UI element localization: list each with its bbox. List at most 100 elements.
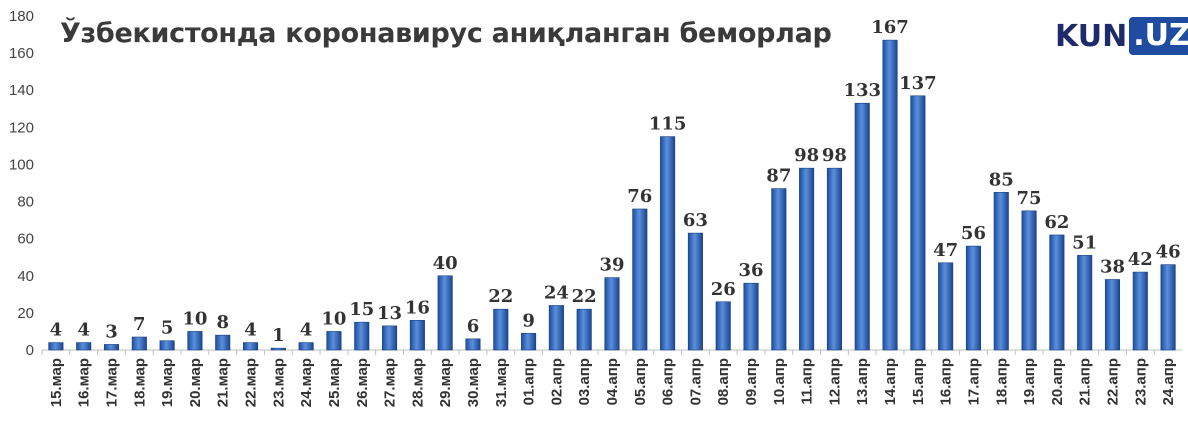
chart-title: Ўзбекистонда коронавирус аниқланган бемо… (60, 18, 832, 49)
bar (465, 338, 481, 351)
bar (938, 262, 954, 351)
data-label: 133 (843, 80, 881, 101)
data-label: 115 (649, 114, 687, 135)
x-tick-label: 02.апр (548, 358, 565, 405)
data-label: 98 (794, 145, 819, 166)
data-label: 167 (871, 17, 909, 38)
bar (270, 347, 286, 351)
x-tick-label: 10.апр (771, 358, 788, 405)
data-label: 63 (683, 210, 708, 231)
bar (493, 308, 509, 351)
x-tick-label: 23.мар (270, 358, 287, 407)
data-label: 5 (161, 318, 174, 339)
bar (326, 331, 342, 351)
data-label: 39 (599, 255, 624, 276)
data-label: 22 (572, 286, 597, 307)
bars (48, 39, 1176, 351)
data-label: 9 (522, 310, 535, 331)
y-tick-label: 40 (17, 268, 34, 285)
y-tick-label: 0 (26, 342, 34, 359)
bar (1160, 264, 1176, 351)
bar (243, 342, 259, 351)
bar (771, 188, 787, 351)
bar (521, 332, 537, 351)
x-tick-label: 21.апр (1077, 358, 1094, 405)
data-label: 22 (488, 286, 513, 307)
bar (548, 305, 564, 351)
x-tick-label: 04.апр (604, 358, 621, 405)
bar (76, 342, 92, 351)
bar (604, 277, 620, 351)
x-tick-label: 14.апр (882, 358, 899, 405)
data-label: 137 (899, 73, 937, 94)
kun-uz-logo: KUN .UZ (1055, 16, 1188, 56)
x-tick-label: 18.мар (131, 358, 148, 407)
bar (1021, 210, 1037, 351)
bar (298, 342, 314, 351)
bar (437, 275, 453, 351)
y-tick-label: 140 (9, 82, 34, 99)
x-tick-label: 23.апр (1132, 358, 1149, 405)
data-label: 24 (544, 282, 569, 303)
x-tick-label: 09.апр (743, 358, 760, 405)
data-label: 56 (961, 223, 986, 244)
bar (854, 102, 870, 351)
data-label: 10 (321, 308, 346, 329)
bar (576, 308, 592, 351)
x-tick-label: 05.апр (632, 358, 649, 405)
x-tick-label: 15.апр (910, 358, 927, 405)
data-label: 16 (405, 297, 430, 318)
x-tick-label: 22.апр (1104, 358, 1121, 405)
x-tick-label: 11.апр (799, 358, 816, 405)
bar (965, 245, 981, 351)
data-label: 8 (216, 312, 229, 333)
x-tick-label: 26.мар (354, 358, 371, 407)
x-tick-label: 31.мар (493, 358, 510, 407)
data-label: 4 (77, 320, 90, 341)
bar (715, 301, 731, 351)
y-tick-label: 160 (9, 45, 34, 62)
bar (993, 191, 1009, 351)
bar (1132, 271, 1148, 351)
x-tick-label: 17.мар (104, 358, 121, 407)
data-label: 15 (349, 299, 374, 320)
x-tick-label: 01.апр (521, 358, 538, 405)
bar (159, 340, 175, 351)
data-label: 26 (711, 279, 736, 300)
bar (826, 167, 842, 351)
bar (187, 331, 203, 351)
bar (48, 342, 64, 351)
y-tick-label: 80 (17, 194, 34, 211)
x-tick-label: 17.апр (965, 358, 982, 405)
data-label: 10 (182, 308, 207, 329)
y-tick-label: 180 (9, 8, 34, 25)
data-label: 6 (467, 316, 480, 337)
x-tick-label: 20.апр (1049, 358, 1066, 405)
data-label: 40 (433, 253, 458, 274)
bar (131, 336, 147, 351)
data-label: 13 (377, 303, 402, 324)
bar (799, 167, 815, 351)
y-tick-label: 100 (9, 156, 34, 173)
bar (882, 39, 898, 351)
bar (354, 321, 370, 351)
data-label: 47 (933, 240, 958, 261)
x-tick-label: 24.апр (1160, 358, 1177, 405)
data-label: 98 (822, 145, 847, 166)
x-tick-label: 13.апр (854, 358, 871, 405)
bar (1049, 234, 1065, 351)
data-label: 46 (1156, 242, 1181, 263)
y-tick-label: 60 (17, 231, 34, 248)
data-label: 85 (989, 169, 1014, 190)
x-tick-label: 25.мар (326, 358, 343, 407)
data-label: 42 (1128, 249, 1153, 270)
logo-text-uz: .UZ (1129, 17, 1188, 55)
x-tick-label: 03.апр (576, 358, 593, 405)
bar (687, 232, 703, 351)
data-label: 62 (1044, 212, 1069, 233)
x-tick-label: 12.апр (826, 358, 843, 405)
data-label: 1 (272, 325, 285, 346)
bar (743, 282, 759, 351)
